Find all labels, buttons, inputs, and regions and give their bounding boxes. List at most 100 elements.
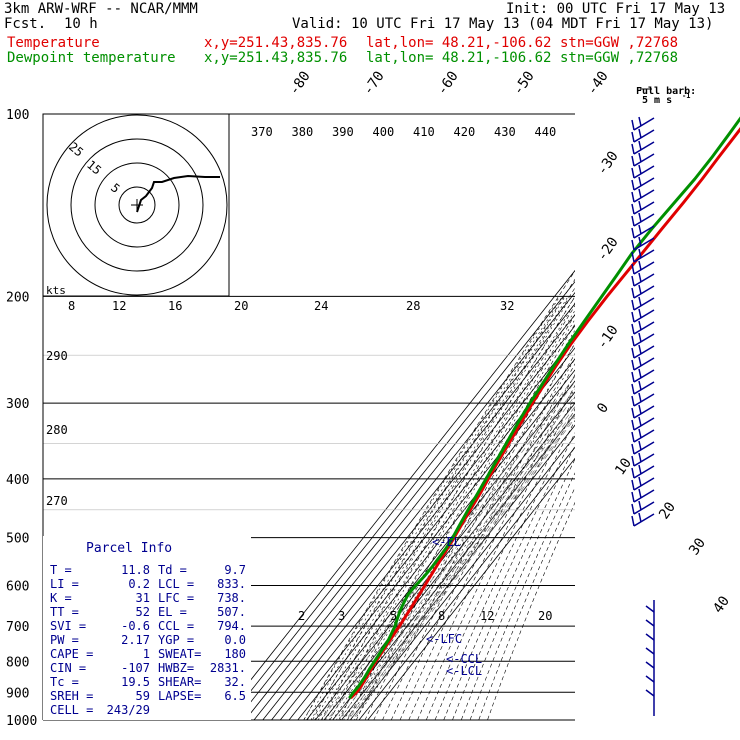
wind-barb-flag (638, 164, 642, 175)
wind-barb (631, 308, 655, 323)
parcel-field-label: CELL = (50, 703, 93, 717)
wind-barb-shaft (633, 129, 655, 143)
wind-barb-shaft (633, 393, 655, 407)
parcel-field-value: 738. (217, 591, 246, 605)
wind-barb-flag (631, 155, 635, 167)
mixing-ratio-label: 3 (338, 609, 345, 623)
hodograph-ring (118, 186, 156, 224)
dry-adiabat-line (443, 432, 575, 720)
wind-barb-flag (638, 452, 642, 463)
wind-barb-flag (631, 239, 635, 251)
wind-barb (631, 284, 655, 299)
isotherm-label: -10 (594, 322, 622, 352)
theta-label: 380 (292, 125, 314, 139)
wind-barb-shaft (633, 213, 655, 227)
parcel-field-value: -0.6 (121, 619, 150, 633)
wind-barb-flag (631, 179, 635, 191)
wind-barb-flag (631, 167, 635, 179)
wind-barb-flag (645, 661, 655, 669)
pressure-tick-label: 800 (6, 655, 29, 670)
wind-barb-flag (631, 203, 635, 215)
dry-adiabat-line (390, 363, 575, 720)
isotherm-labels: -80 -70 -60 -50 -40 -30 -20 -10 0 10 20 30 40 (286, 68, 733, 616)
wind-barb (631, 464, 655, 479)
wind-barb (631, 188, 655, 203)
wind-barb (631, 248, 655, 263)
parcel-field-label: K = (50, 591, 72, 605)
wind-barb (631, 320, 655, 335)
wind-barb (631, 452, 655, 467)
wind-barb-shaft (633, 333, 655, 347)
dewpoint-latlon: lat,lon= 48.21,-106.62 (366, 50, 552, 66)
pressure-tick-label: 200 (6, 290, 29, 305)
pressure-tick-label: 300 (6, 397, 29, 412)
pressure-tick-label: 900 (6, 686, 29, 701)
sounding-profiles (348, 116, 740, 700)
parcel-field-label: HWBZ= (158, 661, 194, 675)
theta-label: 370 (251, 125, 273, 139)
wind-barb-flag (631, 431, 635, 443)
isotherm-line (340, 424, 575, 720)
hodograph-unit: kts (46, 284, 66, 297)
dry-adiabat-line (303, 270, 575, 720)
wind-barb-shaft (633, 165, 655, 179)
init-time: Init: 00 UTC Fri 17 May 13 (506, 1, 726, 17)
wind-barb-shaft (633, 273, 655, 287)
dewpoint-station: stn=GGW ,72768 (560, 50, 679, 66)
barb-legend: Full barb: 5 m s -1 (636, 86, 696, 106)
isotherm-line (288, 358, 575, 720)
theta-label: 400 (373, 125, 395, 139)
parcel-field-label: TT = (50, 605, 79, 619)
parcel-field-label: Tc = (50, 675, 79, 689)
wind-barb-flag (638, 140, 642, 151)
lcl-marker: <-LCL (446, 664, 482, 678)
mixing-ratio-label: 28 (406, 299, 420, 313)
wind-barb (631, 128, 655, 143)
wind-barb-shaft (633, 249, 655, 263)
parcel-field-label: LAPSE= (158, 689, 201, 703)
dry-adiabat-line (460, 458, 575, 720)
isotherm-line (332, 413, 575, 720)
wind-barb-shaft (633, 177, 655, 191)
isotherm-label: -20 (594, 234, 622, 264)
wind-barb (631, 140, 655, 155)
wind-barb-flag (631, 143, 635, 155)
mixing-ratio-label: 8 (68, 299, 75, 313)
wind-barb-shaft (633, 489, 655, 503)
legend-dewpoint: Dewpoint temperature (7, 50, 176, 66)
wind-barb (631, 356, 655, 371)
wind-barb-flag (638, 260, 642, 271)
parcel-field-value: 52 (136, 605, 150, 619)
moist-adiabat-line (321, 296, 575, 720)
isotherm-label: 40 (710, 593, 733, 616)
parcel-info-title: Parcel Info (86, 541, 172, 556)
mixing-ratio-label: 24 (314, 299, 328, 313)
wind-barb-flag (645, 605, 655, 613)
theta-label: 290 (46, 349, 68, 363)
wind-barb-flag (631, 287, 635, 299)
wind-barb (631, 476, 655, 491)
pressure-tick-label: 500 (6, 532, 29, 547)
temperature-latlon: lat,lon= 48.21,-106.62 (366, 35, 552, 51)
theta-labels: 370 380 390 400 410 420 430 440 290 280 270 (46, 125, 556, 508)
wind-barb-flag (638, 296, 642, 307)
dry-adiabat-line (434, 419, 575, 720)
wind-barb-flag (631, 335, 635, 347)
diagram-background-lines (218, 269, 575, 720)
moist-adiabat-line (332, 318, 575, 720)
wind-barb (631, 404, 655, 419)
dry-adiabat-line (338, 304, 575, 720)
dry-adiabat-line (373, 342, 575, 720)
wind-barb-flag (631, 215, 635, 227)
wind-barb-flag (631, 227, 635, 239)
wind-barb-flag (638, 380, 642, 391)
wind-barb-shaft (633, 417, 655, 431)
parcel-field-label: PW = (50, 633, 79, 647)
wind-barb (631, 200, 655, 215)
barb-legend-line3: -1 (682, 92, 690, 100)
wind-barb (631, 332, 655, 347)
isotherm-line (279, 347, 575, 720)
wind-barb-flag (631, 347, 635, 359)
hodograph-ring (70, 138, 204, 272)
